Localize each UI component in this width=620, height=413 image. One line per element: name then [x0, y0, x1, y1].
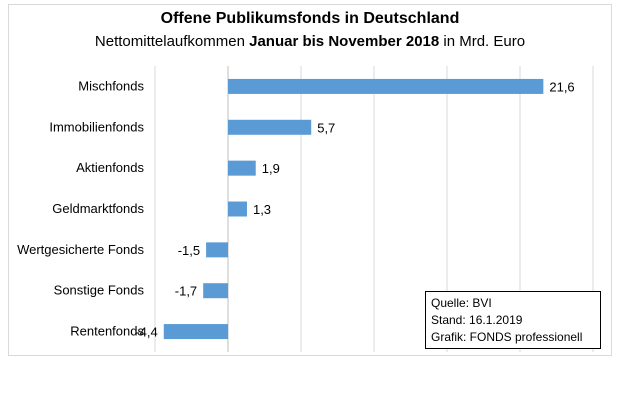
category-labels: Mischfonds Immobilienfonds Aktienfonds Geld…	[17, 78, 144, 338]
date-line: Stand: 16.1.2019	[431, 313, 523, 327]
value-label: 21,6	[549, 79, 574, 94]
value-label: 5,7	[317, 120, 335, 135]
subtitle-prefix: Nettomittelaufkommen	[94, 33, 250, 50]
chart-title: Offene Publikumsfonds in Deutschland	[160, 10, 460, 27]
category-label: Rentenfonds	[70, 324, 144, 339]
category-label: Immobilienfonds	[49, 119, 144, 134]
value-label: -1,7	[175, 284, 197, 299]
category-label: Wertgesicherte Fonds	[17, 242, 144, 257]
value-labels: 21,6 5,7 1,9 1,3 -1,5 -1,7 -4,4	[135, 79, 574, 339]
category-label: Geldmarktfonds	[52, 201, 144, 216]
bars	[163, 78, 544, 340]
bar-immobilienfonds	[228, 119, 312, 135]
category-label: Aktienfonds	[76, 160, 144, 175]
value-label: -4,4	[135, 325, 157, 340]
bar-aktienfonds	[228, 160, 256, 176]
value-label: 1,9	[262, 161, 280, 176]
bar-mischfonds	[228, 78, 544, 94]
bar-geldmarktfonds	[228, 201, 247, 217]
bar-sonstige-fonds	[203, 283, 228, 299]
source-line: Quelle: BVI	[431, 296, 492, 310]
chart-subtitle: Nettomittelaufkommen Januar bis November…	[0, 33, 620, 50]
bar-rentenfonds	[163, 324, 228, 340]
chart-frame	[8, 4, 612, 356]
source-box: Quelle: BVI Stand: 16.1.2019 Grafik: FON…	[425, 291, 601, 349]
credit-line: Grafik: FONDS professionell	[431, 330, 583, 344]
category-label: Mischfonds	[78, 78, 144, 93]
value-label: 1,3	[253, 202, 271, 217]
value-label: -1,5	[178, 243, 200, 258]
subtitle-suffix: in Mrd. Euro	[439, 33, 526, 50]
subtitle-period: Januar bis November 2018	[249, 33, 440, 50]
category-label: Sonstige Fonds	[54, 283, 145, 298]
bar-wertgesicherte-fonds	[206, 242, 228, 258]
